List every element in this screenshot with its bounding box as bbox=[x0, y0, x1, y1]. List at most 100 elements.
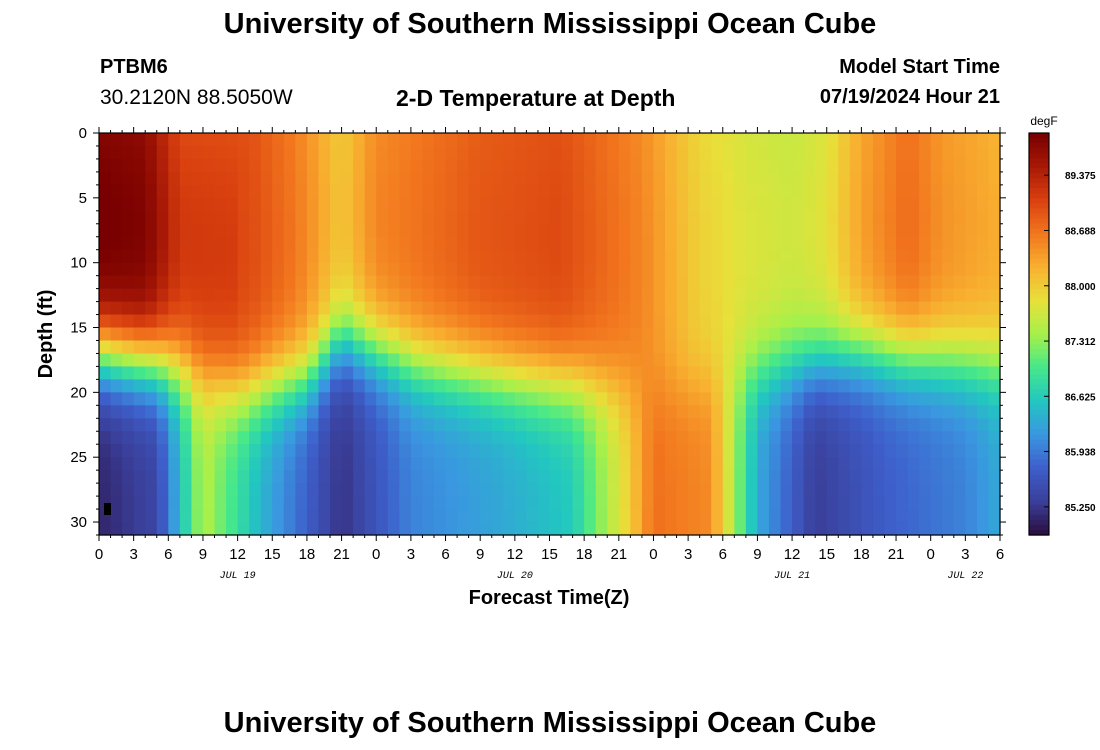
heatmap-cell bbox=[641, 392, 655, 406]
heatmap-cell bbox=[561, 171, 574, 186]
heatmap-cell bbox=[942, 197, 955, 212]
heatmap-cell bbox=[861, 457, 874, 471]
heatmap-cell bbox=[353, 262, 366, 277]
heatmap-cell bbox=[283, 470, 296, 484]
colorbar-segment bbox=[1029, 143, 1049, 149]
heatmap-cell bbox=[283, 133, 296, 147]
heatmap-cell bbox=[584, 457, 597, 471]
heatmap-cell bbox=[537, 314, 551, 329]
heatmap-cell bbox=[283, 496, 296, 510]
heatmap-cell bbox=[861, 133, 874, 147]
heatmap-cell bbox=[387, 444, 400, 458]
heatmap-cell bbox=[318, 483, 331, 497]
heatmap-cell bbox=[306, 236, 320, 251]
heatmap-cell bbox=[202, 236, 216, 251]
heatmap-cell bbox=[572, 340, 585, 355]
heatmap-cell bbox=[468, 236, 481, 251]
heatmap-cell bbox=[930, 444, 943, 458]
heatmap-cell bbox=[503, 509, 516, 523]
heatmap-cell bbox=[665, 145, 678, 160]
heatmap-cell bbox=[537, 444, 551, 458]
station-id: PTBM6 bbox=[100, 56, 168, 78]
heatmap-cell bbox=[780, 301, 793, 316]
heatmap-cell bbox=[803, 171, 816, 186]
heatmap-cell bbox=[711, 444, 724, 458]
heatmap-cell bbox=[526, 457, 539, 471]
heatmap-cell bbox=[249, 431, 262, 445]
heatmap-cell bbox=[861, 275, 874, 290]
heatmap-cell bbox=[457, 509, 470, 523]
heatmap-cell bbox=[503, 379, 516, 393]
heatmap-cell bbox=[803, 314, 816, 329]
heatmap-cell bbox=[907, 301, 920, 316]
heatmap-cell bbox=[676, 314, 689, 329]
heatmap-cell bbox=[896, 288, 909, 303]
heatmap-cell bbox=[364, 275, 377, 290]
colorbar-segment bbox=[1029, 444, 1049, 451]
colorbar-segment bbox=[1029, 449, 1049, 456]
heatmap-cell bbox=[226, 483, 239, 497]
heatmap-cell bbox=[433, 223, 447, 238]
heatmap-cell bbox=[422, 314, 435, 329]
heatmap-cell bbox=[283, 392, 296, 406]
heatmap-cell bbox=[826, 470, 839, 484]
heatmap-cell bbox=[676, 353, 689, 368]
heatmap-cell bbox=[318, 392, 331, 406]
heatmap-cell bbox=[711, 262, 724, 277]
heatmap-cell bbox=[318, 496, 331, 510]
heatmap-cell bbox=[145, 197, 158, 212]
heatmap-cell bbox=[237, 483, 250, 497]
heatmap-cell bbox=[514, 223, 527, 238]
heatmap-cell bbox=[318, 366, 331, 380]
heatmap-cell bbox=[457, 405, 470, 419]
heatmap-cell bbox=[595, 249, 608, 264]
heatmap-cell bbox=[630, 509, 643, 523]
heatmap-cell bbox=[768, 444, 782, 458]
heatmap-cell bbox=[849, 145, 862, 160]
heatmap-cell bbox=[283, 444, 296, 458]
heatmap-cell bbox=[191, 392, 204, 406]
heatmap-cell bbox=[930, 314, 943, 329]
heatmap-cell bbox=[653, 210, 666, 225]
heatmap-cell bbox=[295, 379, 308, 393]
heatmap-cell bbox=[202, 327, 216, 342]
heatmap-cell bbox=[803, 457, 816, 471]
heatmap-cell bbox=[942, 353, 955, 368]
heatmap-cell bbox=[364, 431, 377, 445]
heatmap-cell bbox=[768, 236, 782, 251]
heatmap-cell bbox=[780, 470, 793, 484]
heatmap-cell bbox=[249, 366, 262, 380]
heatmap-cell bbox=[480, 431, 493, 445]
heatmap-cell bbox=[734, 509, 747, 523]
heatmap-cell bbox=[942, 133, 955, 147]
heatmap-cell bbox=[607, 496, 620, 510]
heatmap-cell bbox=[226, 327, 239, 342]
heatmap-cell bbox=[688, 288, 701, 303]
heatmap-cell bbox=[214, 314, 227, 329]
heatmap-cell bbox=[653, 184, 666, 199]
heatmap-cell bbox=[780, 327, 793, 342]
heatmap-cell bbox=[179, 171, 193, 186]
heatmap-cell bbox=[399, 340, 412, 355]
heatmap-cell bbox=[792, 496, 805, 510]
heatmap-cell bbox=[145, 288, 158, 303]
heatmap-cell bbox=[745, 184, 759, 199]
heatmap-cell bbox=[537, 133, 551, 147]
heatmap-cell bbox=[480, 223, 493, 238]
heatmap-cell bbox=[457, 379, 470, 393]
heatmap-cell bbox=[422, 210, 435, 225]
heatmap-cell bbox=[976, 275, 990, 290]
colorbar-segment bbox=[1029, 323, 1049, 330]
heatmap-cell bbox=[480, 158, 493, 173]
heatmap-cell bbox=[572, 223, 585, 238]
heatmap-cell bbox=[688, 236, 701, 251]
heatmap-cell bbox=[953, 418, 966, 432]
heatmap-cell bbox=[792, 184, 805, 199]
heatmap-cell bbox=[676, 288, 689, 303]
heatmap-cell bbox=[976, 379, 990, 393]
heatmap-cell bbox=[191, 145, 204, 160]
heatmap-cell bbox=[410, 314, 424, 329]
heatmap-cell bbox=[306, 522, 320, 536]
heatmap-cell bbox=[618, 522, 631, 536]
heatmap-cell bbox=[226, 418, 239, 432]
